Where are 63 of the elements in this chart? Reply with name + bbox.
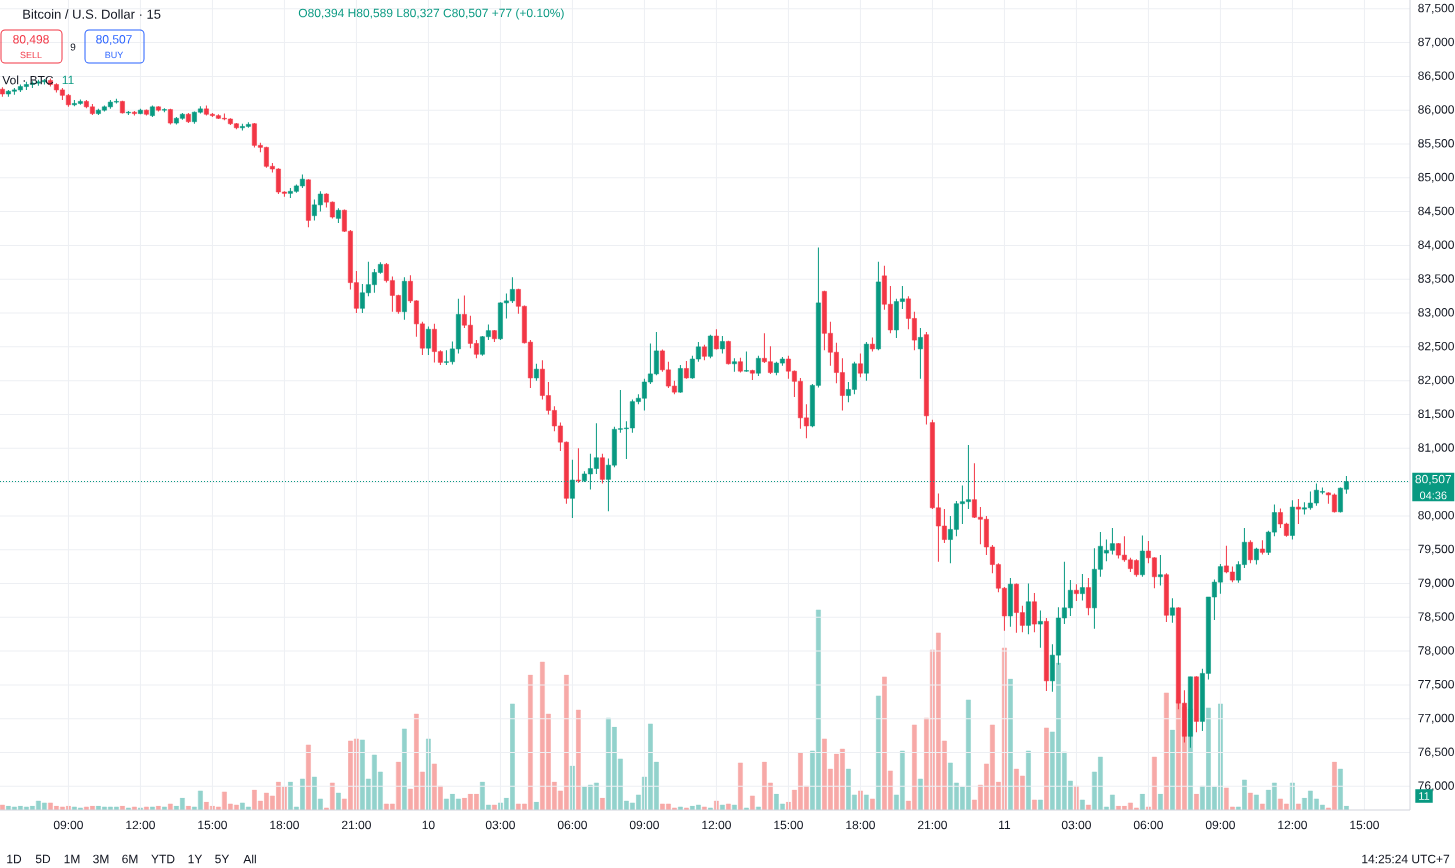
text: 5Y [215, 854, 230, 864]
y-tick-label: 78,000 [1418, 646, 1454, 657]
x-tick-label: 11 [999, 820, 1011, 829]
y-tick-label: 81,000 [1418, 443, 1454, 454]
y-tick-label: 82,000 [1418, 375, 1454, 386]
y-tick-label: 81,500 [1418, 409, 1454, 420]
y-tick-label: 77,500 [1418, 679, 1454, 690]
y-tick-label: 79,500 [1418, 544, 1454, 555]
y-tick-label: 76,500 [1418, 747, 1454, 758]
annotation: 80,498 [13, 35, 49, 45]
x-tick-label: 09:00 [629, 820, 659, 830]
annotation: 80,507 [96, 35, 132, 45]
x-tick-label: 15:00 [774, 820, 803, 830]
x-tick-label: 06:00 [557, 820, 587, 830]
y-tick-label: 82,500 [1418, 341, 1454, 352]
x-tick-label: 06:00 [1133, 820, 1163, 830]
x-tick-label: 12:00 [702, 820, 731, 830]
y-tick-label: 77,000 [1418, 713, 1454, 724]
x-tick-label: 18:00 [270, 820, 299, 830]
y-tick-label: 83,000 [1418, 308, 1454, 318]
y-tick-label: 86,500 [1418, 71, 1454, 82]
y-tick-label: 85,000 [1418, 172, 1454, 183]
text: O80,394 H80,589 L80,327 C80,507 +77 (+0.10%) [298, 8, 564, 20]
x-tick-label: 03:00 [485, 820, 515, 830]
x-tick-label: 09:00 [1205, 820, 1235, 830]
x-tick-label: 21:00 [342, 820, 371, 830]
y-tick-label: 84,500 [1418, 206, 1454, 217]
text: 1D [7, 854, 22, 864]
ref-line-label: 80,507 [1415, 474, 1452, 485]
text: 04:36 [1419, 491, 1447, 500]
x-tick-label: 21:00 [918, 820, 947, 830]
x-tick-label: 15:00 [198, 820, 227, 830]
text: 3M [93, 854, 109, 864]
text: 11 [1419, 792, 1430, 800]
x-tick-label: 15:00 [1350, 820, 1379, 830]
x-tick-label: 18:00 [846, 820, 875, 830]
x-tick-label: 09:00 [53, 820, 83, 830]
text: YTD [151, 854, 175, 864]
annotation: 9 [70, 43, 76, 51]
y-tick-label: 85,500 [1418, 139, 1454, 149]
y-tick-label: 76,000 [1418, 781, 1454, 792]
text: 14:25:24 UTC+7 [1362, 854, 1450, 864]
x-tick-label: 03:00 [1061, 820, 1091, 830]
y-tick-label: 79,000 [1418, 578, 1454, 589]
y-tick-label: 87,500 [1418, 3, 1454, 14]
y-tick-label: 84,000 [1418, 240, 1454, 251]
x-tick-label: 12:00 [126, 820, 155, 830]
y-tick-label: 87,000 [1418, 37, 1454, 48]
text: All [243, 854, 256, 864]
annotation: BUY [105, 51, 124, 59]
y-tick-label: 83,500 [1418, 274, 1454, 285]
y-tick-label: 80,000 [1418, 510, 1454, 521]
text: 1Y [188, 854, 203, 864]
text: 5D [35, 854, 51, 864]
x-tick-label: 10 [422, 820, 435, 830]
text: Bitcoin / U.S. Dollar · 15 [23, 9, 161, 19]
y-tick-label: 86,000 [1418, 105, 1454, 116]
annotation: SELL [20, 51, 42, 59]
text: 6M [122, 854, 138, 864]
annotation: 11 [62, 75, 74, 85]
text: 1M [64, 854, 80, 864]
y-tick-label: 78,500 [1418, 612, 1454, 623]
x-tick-label: 12:00 [1278, 820, 1307, 830]
